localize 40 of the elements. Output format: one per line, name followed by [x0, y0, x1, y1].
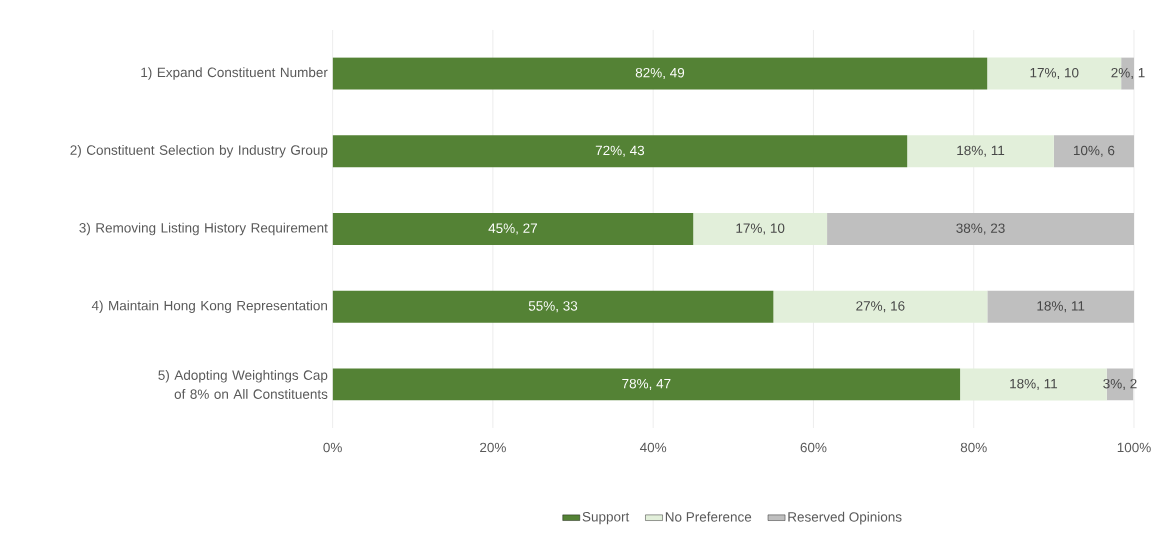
- y-tick-label: 4) Maintain Hong Kong Representation: [91, 300, 327, 314]
- data-label: 27%, 16: [856, 301, 905, 313]
- y-tick-label: 2) Constituent Selection by Industry Group: [70, 144, 328, 158]
- x-tick-label: 20%: [480, 442, 506, 453]
- data-label: 18%, 11: [1037, 301, 1085, 313]
- data-label: 17%, 10: [736, 223, 785, 235]
- y-tick-label: 3) Removing Listing History Requirement: [79, 222, 328, 236]
- data-label: 18%, 11: [1010, 378, 1058, 391]
- data-label: 18%, 11: [957, 145, 1005, 157]
- bar: [907, 135, 1054, 168]
- bar: [773, 290, 988, 323]
- data-label: 38%, 23: [956, 223, 1005, 235]
- data-label: 55%, 33: [528, 301, 578, 313]
- legend-label: No Preference: [665, 511, 752, 522]
- legend-label: Support: [582, 511, 630, 525]
- bar: [987, 290, 1134, 323]
- data-label: 2%, 1: [1111, 67, 1145, 80]
- data-label: 3%, 2: [1103, 378, 1137, 391]
- bar: [332, 135, 908, 168]
- x-tick-label: 100%: [1117, 442, 1151, 453]
- y-tick-label: 5) Adopting Weightings Cap of 8% on All Constituents: [158, 370, 328, 399]
- data-label: 72%, 43: [595, 145, 645, 157]
- bar: [332, 57, 988, 90]
- bar: [693, 212, 828, 245]
- data-label: 17%, 10: [1030, 67, 1079, 80]
- x-tick-label: 0%: [323, 442, 342, 453]
- y-tick-label: 1) Expand Constituent Number: [141, 67, 328, 80]
- bar: [827, 212, 1134, 245]
- data-label: 78%, 47: [622, 378, 671, 391]
- bar: [1053, 135, 1134, 168]
- legend-label: Reserved Opinions: [788, 511, 902, 525]
- bar: [332, 212, 694, 245]
- data-label: 45%, 27: [488, 223, 537, 235]
- data-label: 10%, 6: [1073, 145, 1115, 157]
- bar: [332, 290, 774, 323]
- x-tick-label: 60%: [800, 442, 827, 453]
- x-tick-label: 40%: [639, 442, 667, 453]
- x-tick-label: 80%: [960, 442, 987, 453]
- bar: [332, 368, 961, 401]
- data-label: 82%, 49: [635, 67, 685, 80]
